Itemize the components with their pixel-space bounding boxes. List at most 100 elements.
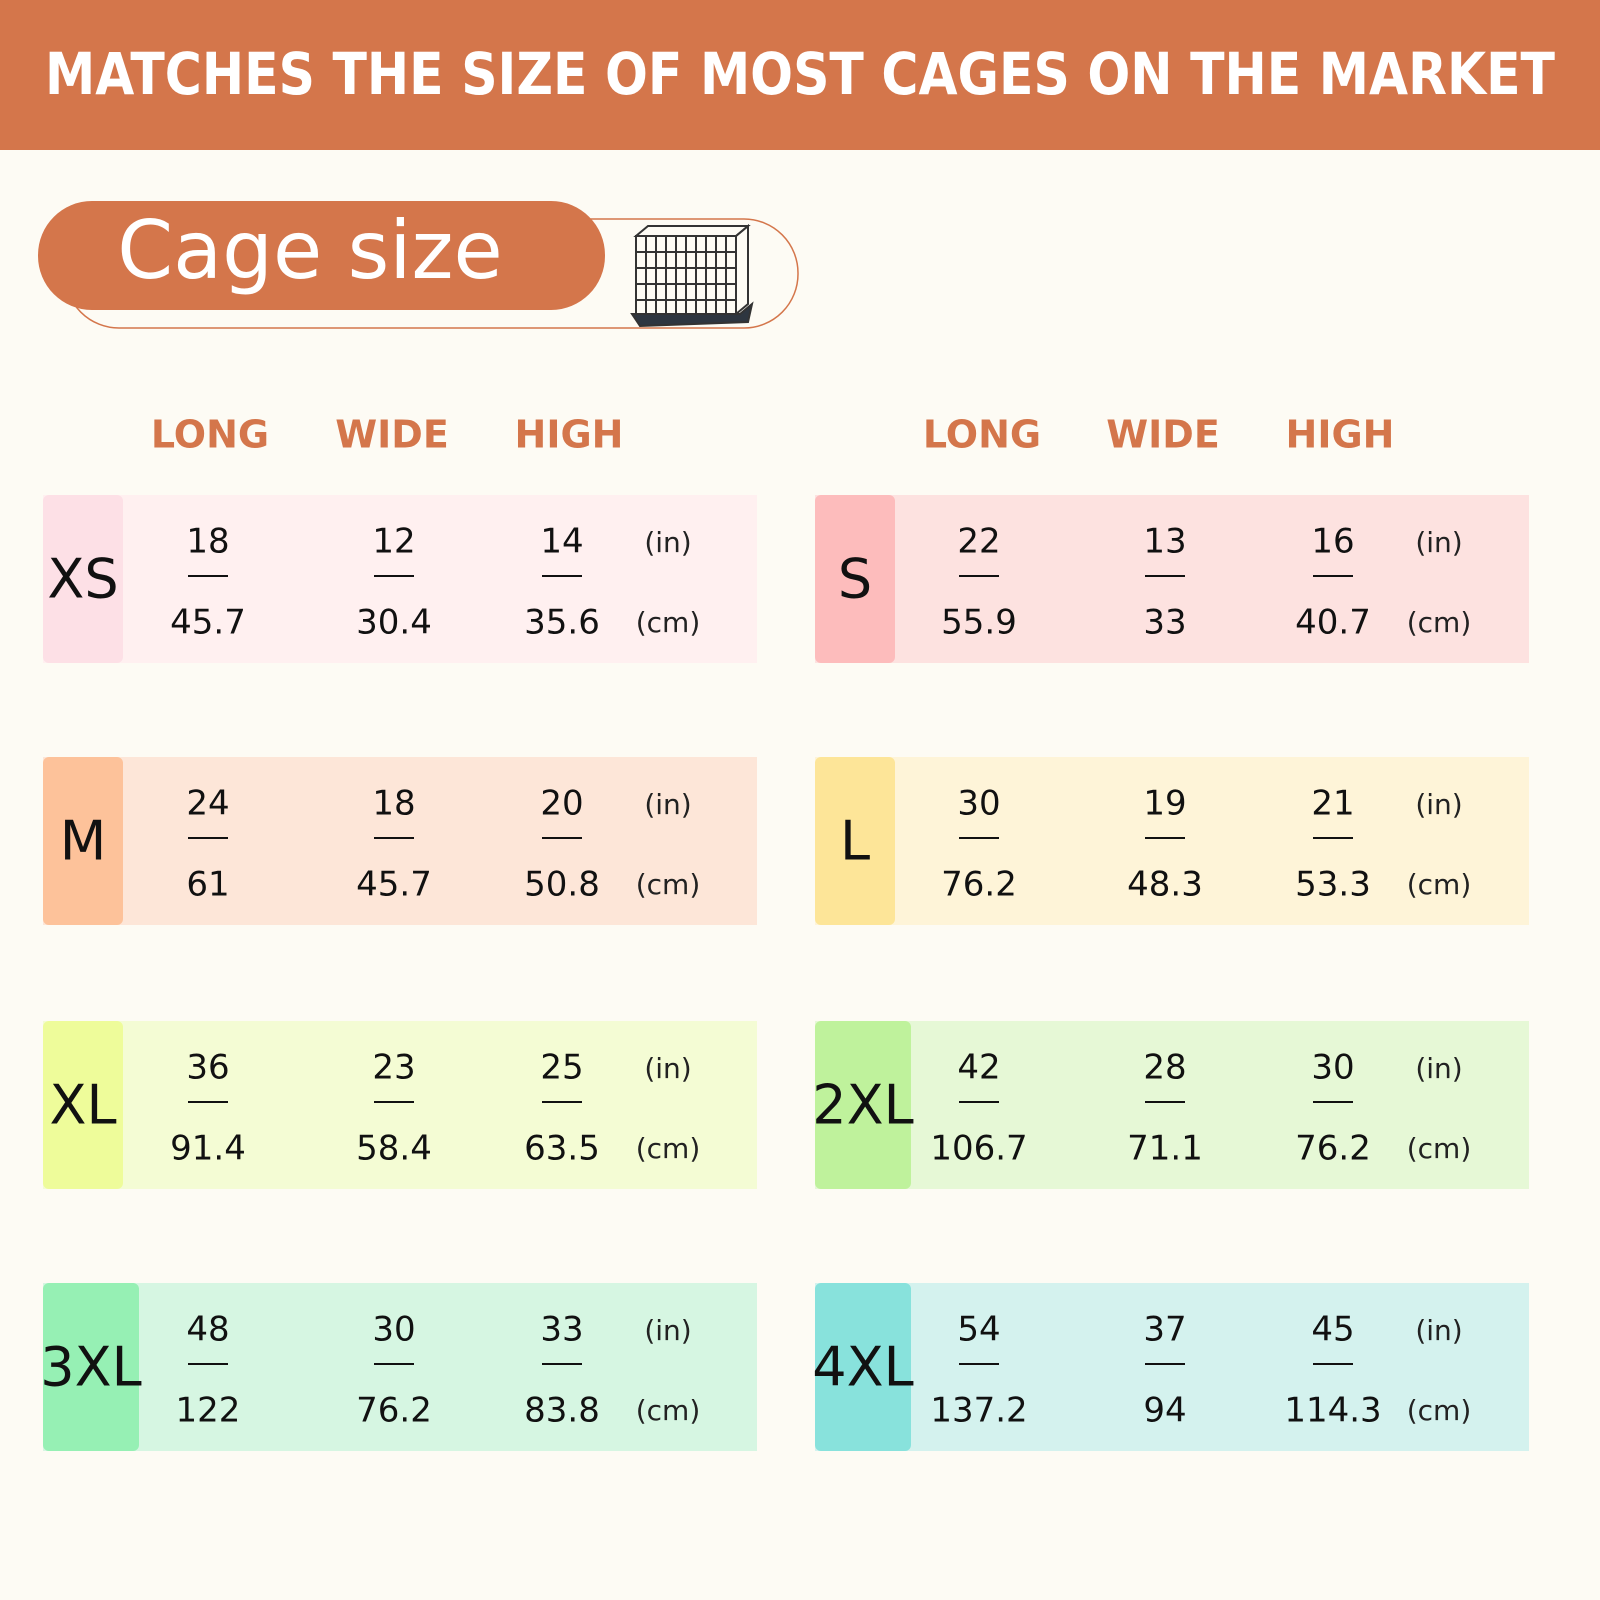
cm-value: 48.3 xyxy=(1127,865,1203,905)
cm-value: 71.1 xyxy=(1127,1129,1203,1169)
cm-value: 76.2 xyxy=(1295,1129,1371,1169)
badge xyxy=(38,201,605,310)
size-row xyxy=(43,1283,757,1451)
inch-value: 18 xyxy=(372,784,415,824)
inch-value: 24 xyxy=(186,784,229,824)
size-label: S xyxy=(838,548,872,611)
inch-value: 18 xyxy=(186,522,229,562)
inch-value: 45 xyxy=(1311,1310,1354,1350)
inch-value: 30 xyxy=(1311,1048,1354,1088)
inch-value: 54 xyxy=(957,1310,1000,1350)
unit-cm: (cm) xyxy=(636,868,701,901)
inch-value: 30 xyxy=(957,784,1000,824)
inch-value: 36 xyxy=(186,1048,229,1088)
column-header: LONG xyxy=(151,413,269,457)
cm-value: 45.7 xyxy=(356,865,432,905)
inch-value: 19 xyxy=(1143,784,1186,824)
cm-value: 55.9 xyxy=(941,603,1017,643)
column-header: HIGH xyxy=(515,413,624,457)
unit-in: (in) xyxy=(644,526,691,559)
unit-in: (in) xyxy=(1415,1052,1462,1085)
size-label: XS xyxy=(47,548,118,611)
size-row xyxy=(815,495,1529,663)
cm-value: 61 xyxy=(186,865,229,905)
unit-in: (in) xyxy=(644,788,691,821)
cage-icon xyxy=(630,223,754,328)
cm-value: 137.2 xyxy=(930,1391,1027,1431)
unit-in: (in) xyxy=(1415,1314,1462,1347)
inch-value: 48 xyxy=(186,1310,229,1350)
inch-value: 25 xyxy=(540,1048,583,1088)
size-label: XL xyxy=(49,1074,116,1137)
cm-value: 91.4 xyxy=(170,1129,246,1169)
size-label-box xyxy=(43,1021,123,1189)
cm-value: 45.7 xyxy=(170,603,246,643)
size-label-box xyxy=(43,495,123,663)
cm-value: 50.8 xyxy=(524,865,600,905)
inch-value: 16 xyxy=(1311,522,1354,562)
inch-value: 28 xyxy=(1143,1048,1186,1088)
header-band xyxy=(0,0,1600,150)
size-label: L xyxy=(840,810,870,873)
header-title: MATCHES THE SIZE OF MOST CAGES ON THE MA… xyxy=(45,40,1555,108)
size-row xyxy=(815,757,1529,925)
size-row xyxy=(43,495,757,663)
column-header: WIDE xyxy=(335,413,449,457)
cm-value: 122 xyxy=(176,1391,241,1431)
inch-value: 22 xyxy=(957,522,1000,562)
cm-value: 58.4 xyxy=(356,1129,432,1169)
size-label-box xyxy=(815,1021,911,1189)
cm-value: 83.8 xyxy=(524,1391,600,1431)
inch-value: 42 xyxy=(957,1048,1000,1088)
unit-in: (in) xyxy=(644,1314,691,1347)
unit-in: (in) xyxy=(644,1052,691,1085)
unit-cm: (cm) xyxy=(1407,1132,1472,1165)
size-label: 4XL xyxy=(812,1336,913,1399)
inch-value: 23 xyxy=(372,1048,415,1088)
inch-value: 33 xyxy=(540,1310,583,1350)
cm-value: 114.3 xyxy=(1284,1391,1381,1431)
inch-value: 20 xyxy=(540,784,583,824)
unit-cm: (cm) xyxy=(636,1132,701,1165)
inch-value: 37 xyxy=(1143,1310,1186,1350)
size-label-box xyxy=(815,1283,911,1451)
size-label: 3XL xyxy=(40,1336,141,1399)
cm-value: 76.2 xyxy=(941,865,1017,905)
size-grid: LONG WIDE HIGH LONG WIDE HIGH XS 18 45.7 12 30.4 14… xyxy=(40,413,1529,1451)
unit-cm: (cm) xyxy=(1407,1394,1472,1427)
size-row xyxy=(43,1021,757,1189)
cm-value: 40.7 xyxy=(1295,603,1371,643)
column-header: HIGH xyxy=(1286,413,1395,457)
unit-in: (in) xyxy=(1415,788,1462,821)
unit-cm: (cm) xyxy=(1407,868,1472,901)
cm-value: 33 xyxy=(1143,603,1186,643)
cm-value: 76.2 xyxy=(356,1391,432,1431)
size-row xyxy=(815,1021,1529,1189)
unit-cm: (cm) xyxy=(636,606,701,639)
inch-value: 12 xyxy=(372,522,415,562)
size-row xyxy=(815,1283,1529,1451)
cm-value: 94 xyxy=(1143,1391,1186,1431)
inch-value: 14 xyxy=(540,522,583,562)
inch-value: 13 xyxy=(1143,522,1186,562)
badge-label: Cage size xyxy=(117,204,502,297)
size-row xyxy=(43,757,757,925)
cm-value: 35.6 xyxy=(524,603,600,643)
inch-value: 21 xyxy=(1311,784,1354,824)
unit-cm: (cm) xyxy=(636,1394,701,1427)
column-header: LONG xyxy=(923,413,1041,457)
cm-value: 63.5 xyxy=(524,1129,600,1169)
cm-value: 30.4 xyxy=(356,603,432,643)
cm-value: 53.3 xyxy=(1295,865,1371,905)
size-label: M xyxy=(60,810,107,873)
size-label-box xyxy=(43,757,123,925)
size-label-box xyxy=(815,495,895,663)
size-label-box xyxy=(815,757,895,925)
size-label-box xyxy=(43,1283,139,1451)
column-header: WIDE xyxy=(1106,413,1220,457)
inch-value: 30 xyxy=(372,1310,415,1350)
cm-value: 106.7 xyxy=(930,1129,1027,1169)
size-label: 2XL xyxy=(812,1074,913,1137)
unit-cm: (cm) xyxy=(1407,606,1472,639)
